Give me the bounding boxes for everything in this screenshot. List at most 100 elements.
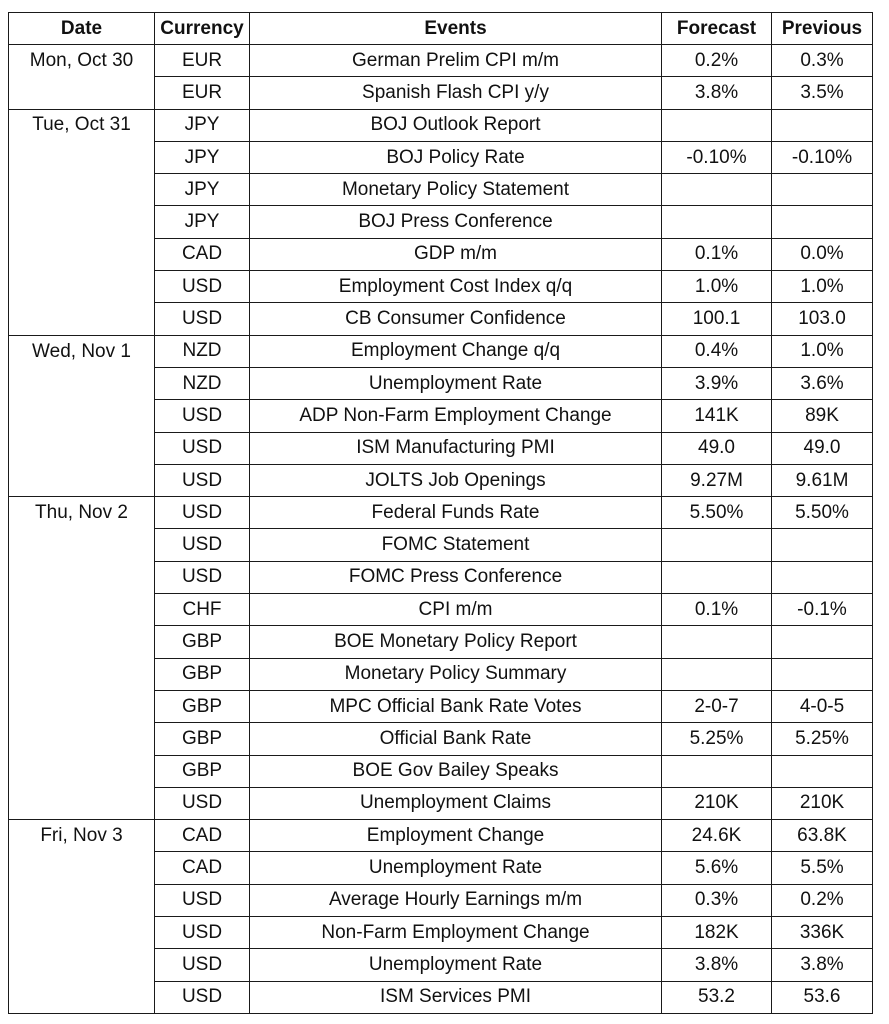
event-cell: BOE Gov Bailey Speaks <box>249 754 662 788</box>
forecast-cell <box>661 108 772 142</box>
table-row: USD FOMC Statement <box>8 528 873 562</box>
previous-cell: 4-0-5 <box>771 689 873 724</box>
table-row: JPY Monetary Policy Statement <box>8 173 873 207</box>
event-cell: Average Hourly Earnings m/m <box>249 883 662 918</box>
date-cell <box>8 625 155 659</box>
event-cell: ISM Manufacturing PMI <box>249 431 662 465</box>
previous-cell: 9.61M <box>771 463 873 498</box>
forecast-cell: 141K <box>661 399 772 433</box>
previous-cell <box>771 108 873 142</box>
currency-cell: USD <box>154 463 250 498</box>
date-cell <box>8 916 155 949</box>
previous-cell: 3.6% <box>771 366 873 401</box>
event-cell: Unemployment Claims <box>249 786 662 821</box>
previous-cell: 3.8% <box>771 948 873 982</box>
event-cell: Employment Cost Index q/q <box>249 270 662 304</box>
date-cell <box>8 432 155 465</box>
table-row: CAD Unemployment Rate 5.6% 5.5% <box>8 851 873 885</box>
currency-cell: NZD <box>154 334 250 368</box>
forecast-cell: 5.25% <box>661 722 772 756</box>
forecast-cell: 24.6K <box>661 819 772 853</box>
currency-cell: USD <box>154 786 250 821</box>
date-cell <box>8 76 155 110</box>
header-previous: Previous <box>771 12 873 45</box>
currency-cell: USD <box>154 916 250 950</box>
previous-cell: 1.0% <box>771 270 873 304</box>
currency-cell: USD <box>154 883 250 918</box>
forecast-cell: 210K <box>661 786 772 821</box>
event-cell: ADP Non-Farm Employment Change <box>249 399 662 433</box>
event-cell: Unemployment Rate <box>249 948 662 982</box>
date-cell <box>8 141 155 174</box>
date-cell <box>8 787 155 820</box>
previous-cell: 53.6 <box>771 980 873 1014</box>
currency-cell: NZD <box>154 366 250 401</box>
table-row: Mon, Oct 30 EUR German Prelim CPI m/m 0.2% 0… <box>8 43 873 78</box>
previous-cell: 5.25% <box>771 722 873 756</box>
currency-cell: USD <box>154 496 250 530</box>
previous-cell: 336K <box>771 916 873 950</box>
currency-cell: CAD <box>154 819 250 853</box>
event-cell: Official Bank Rate <box>249 722 662 756</box>
table-row: JPY BOJ Policy Rate -0.10% -0.10% <box>8 140 873 175</box>
date-cell <box>8 690 155 723</box>
table-row: USD Non-Farm Employment Change 182K 336K <box>8 916 873 950</box>
header-currency: Currency <box>154 12 250 45</box>
previous-cell <box>771 560 873 595</box>
table-row: USD JOLTS Job Openings 9.27M 9.61M <box>8 463 873 498</box>
date-cell <box>8 722 155 756</box>
table-row: GBP Official Bank Rate 5.25% 5.25% <box>8 722 873 756</box>
date-cell: Mon, Oct 30 <box>8 43 155 77</box>
table-row: CAD GDP m/m 0.1% 0.0% <box>8 237 873 272</box>
table-row: USD Unemployment Rate 3.8% 3.8% <box>8 948 873 982</box>
event-cell: BOE Monetary Policy Report <box>249 625 662 659</box>
event-cell: ISM Services PMI <box>249 980 662 1014</box>
table-row: USD Average Hourly Earnings m/m 0.3% 0.2% <box>8 883 873 918</box>
header-forecast: Forecast <box>661 12 772 45</box>
date-cell <box>8 205 155 239</box>
table-row: Tue, Oct 31 JPY BOJ Outlook Report <box>8 108 873 142</box>
date-cell <box>8 238 155 271</box>
forecast-cell: 5.50% <box>661 496 772 530</box>
table-row: NZD Unemployment Rate 3.9% 3.6% <box>8 366 873 401</box>
event-cell: BOJ Policy Rate <box>249 140 662 175</box>
calendar-table-wrapper: Date Currency Events Forecast Previous M… <box>8 12 873 1014</box>
currency-cell: GBP <box>154 657 250 691</box>
event-cell: BOJ Outlook Report <box>249 108 662 142</box>
previous-cell: 0.3% <box>771 43 873 78</box>
currency-cell: EUR <box>154 76 250 110</box>
date-cell: Thu, Nov 2 <box>8 496 155 529</box>
table-row: USD ISM Manufacturing PMI 49.0 49.0 <box>8 431 873 465</box>
forecast-cell <box>661 528 772 562</box>
date-cell <box>8 884 155 917</box>
event-cell: MPC Official Bank Rate Votes <box>249 689 662 724</box>
previous-cell: -0.10% <box>771 140 873 175</box>
date-cell <box>8 367 155 400</box>
table-row: EUR Spanish Flash CPI y/y 3.8% 3.5% <box>8 76 873 110</box>
table-row: USD ISM Services PMI 53.2 53.6 <box>8 980 873 1014</box>
previous-cell <box>771 528 873 562</box>
event-cell: Monetary Policy Statement <box>249 173 662 207</box>
previous-cell: -0.1% <box>771 593 873 627</box>
event-cell: Employment Change q/q <box>249 334 662 368</box>
forecast-cell <box>661 173 772 207</box>
previous-cell <box>771 625 873 659</box>
table-row: USD FOMC Press Conference <box>8 560 873 595</box>
date-cell <box>8 270 155 303</box>
previous-cell: 1.0% <box>771 334 873 368</box>
currency-cell: USD <box>154 528 250 562</box>
forecast-cell <box>661 657 772 691</box>
previous-cell <box>771 173 873 207</box>
date-cell <box>8 399 155 433</box>
table-header: Date Currency Events Forecast Previous <box>8 12 873 45</box>
forecast-cell: 5.6% <box>661 851 772 885</box>
currency-cell: USD <box>154 948 250 982</box>
previous-cell <box>771 657 873 691</box>
forecast-cell: 0.4% <box>661 334 772 368</box>
event-cell: FOMC Statement <box>249 528 662 562</box>
economic-calendar-table: Date Currency Events Forecast Previous M… <box>8 12 873 1014</box>
forecast-cell: 182K <box>661 916 772 950</box>
date-cell <box>8 948 155 982</box>
table-row: JPY BOJ Press Conference <box>8 205 873 239</box>
previous-cell: 210K <box>771 786 873 821</box>
